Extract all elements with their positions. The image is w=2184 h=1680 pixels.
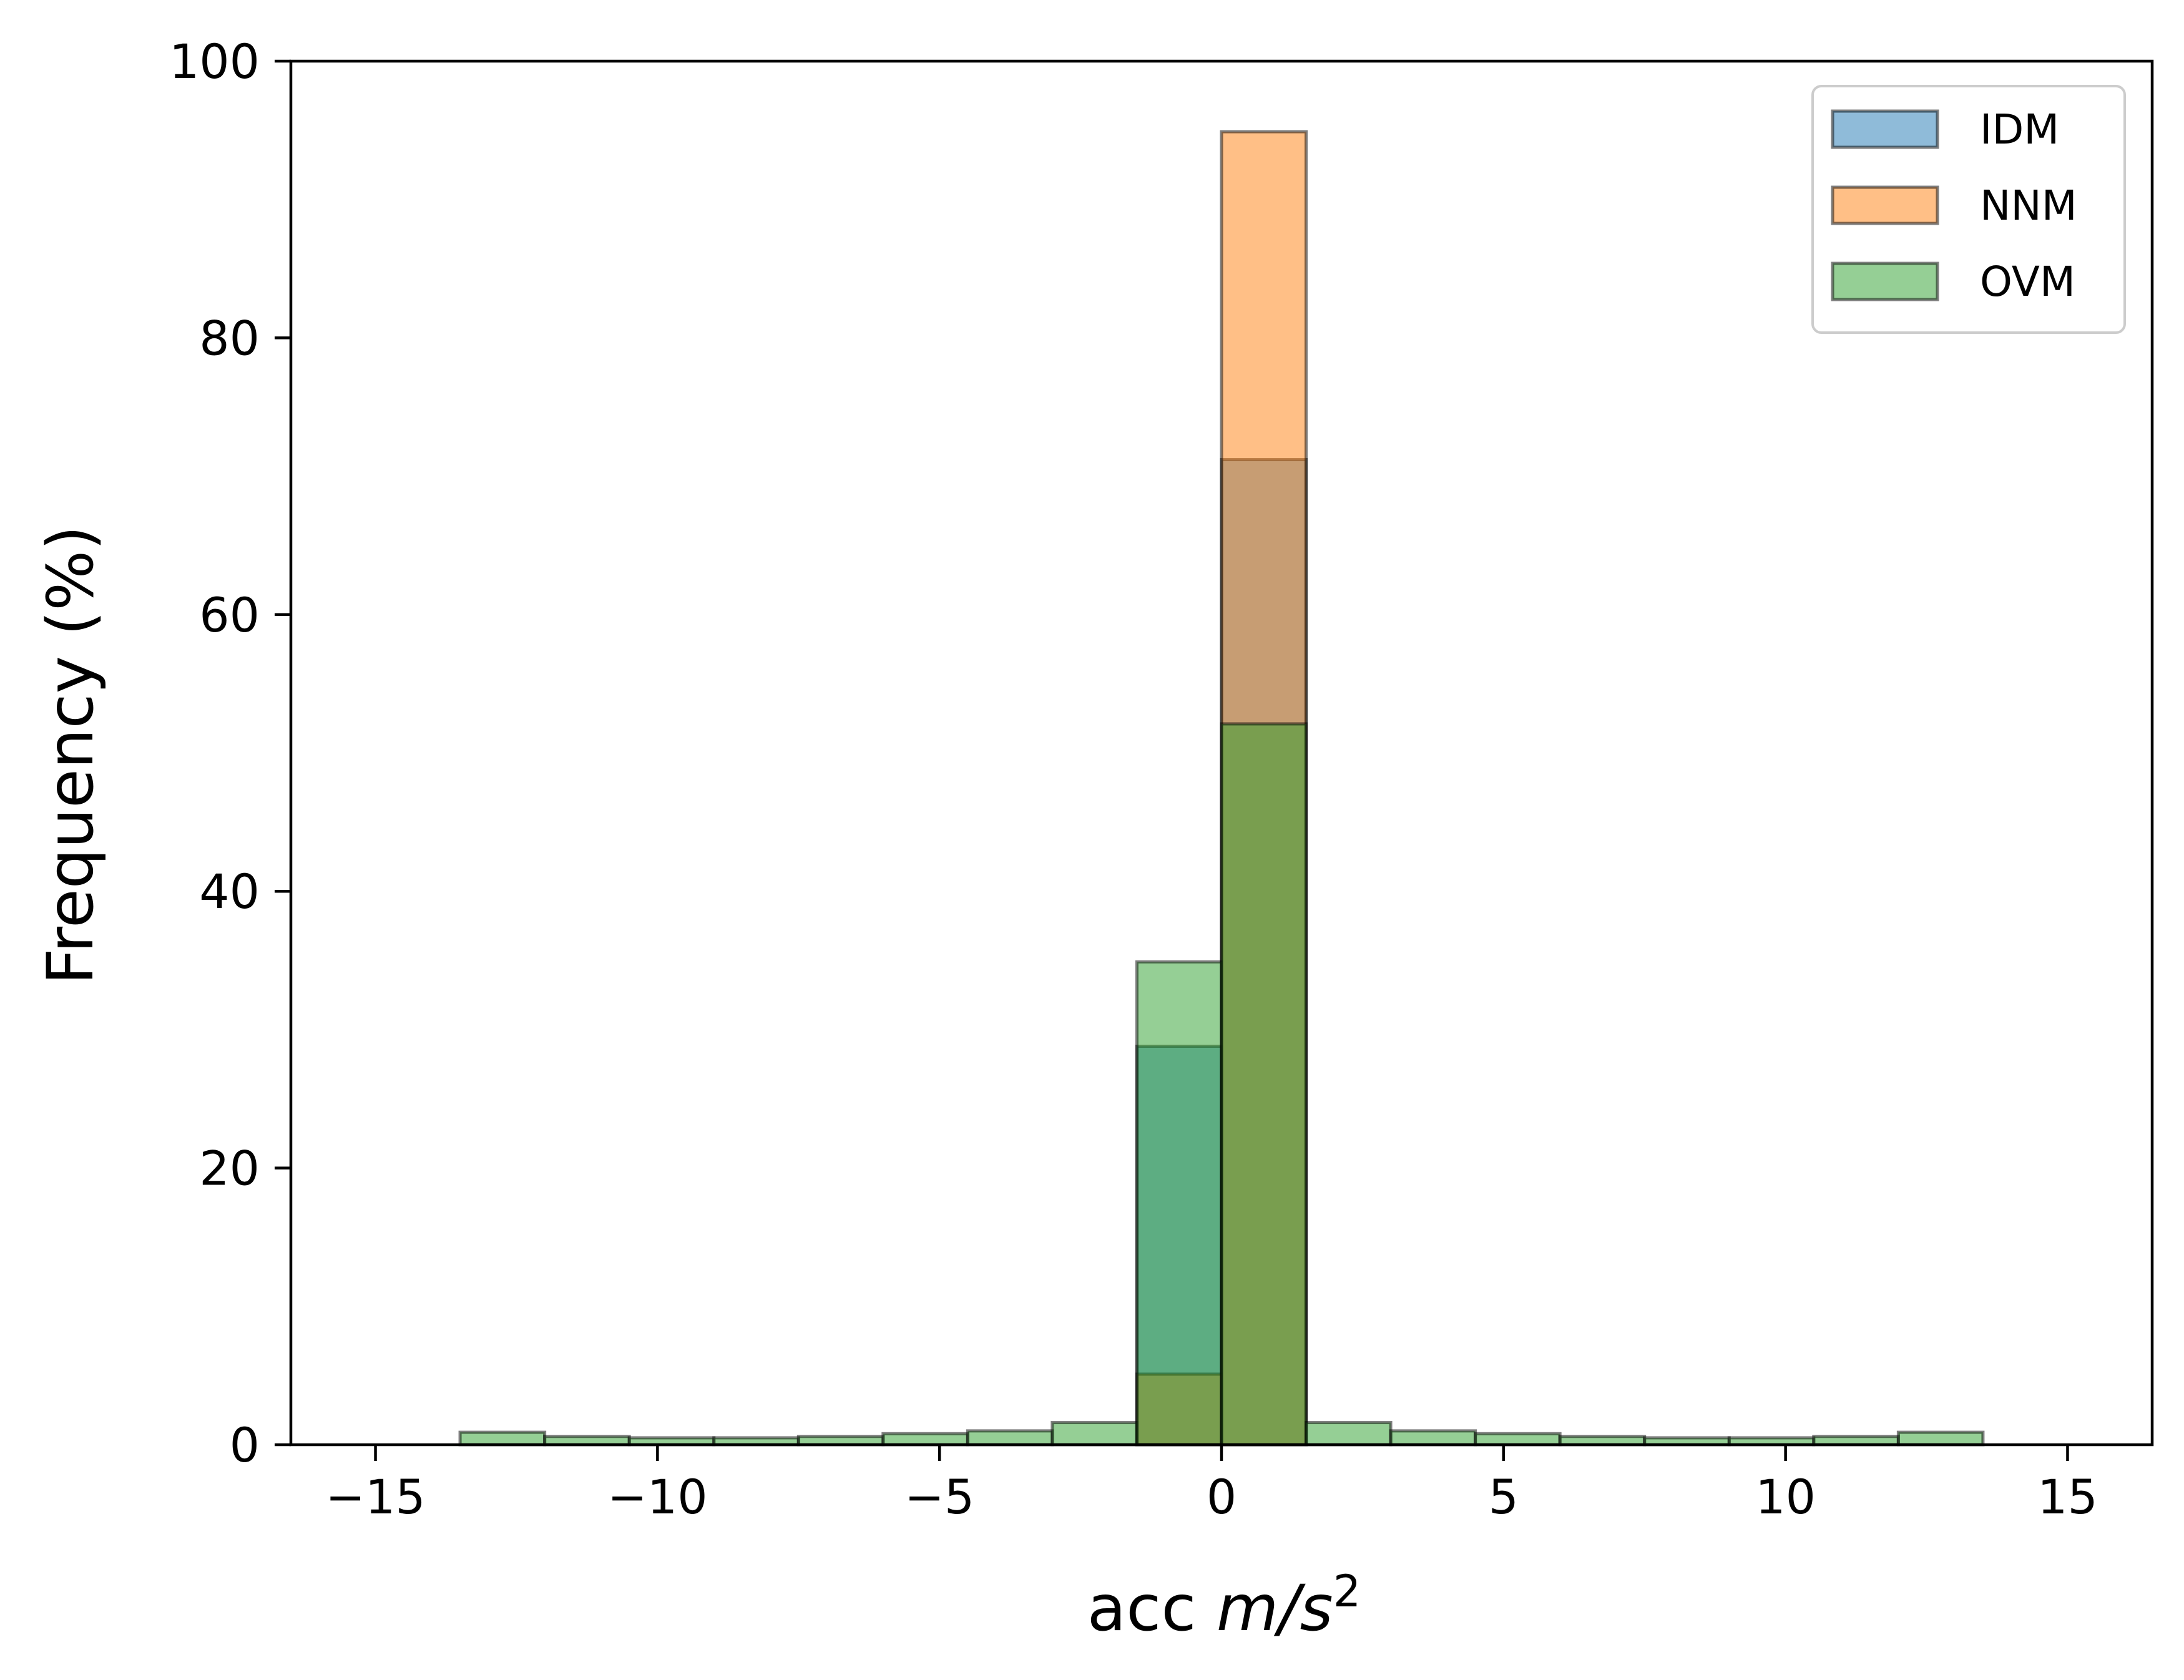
legend-label: NNM	[1980, 182, 2077, 230]
x-tick-label: 0	[1207, 1469, 1236, 1525]
x-tick-label: −10	[607, 1469, 707, 1525]
legend-swatch	[1831, 261, 1939, 301]
x-axis-label-exponent: 2	[1333, 1566, 1361, 1617]
legend-swatch	[1831, 109, 1939, 149]
legend-item-nnm: NNM	[1831, 182, 2077, 230]
bar-ovm-bin-8	[1050, 1421, 1139, 1447]
legend-label: OVM	[1980, 258, 2075, 306]
x-axis-label-unit: m/s	[1217, 1571, 1333, 1646]
y-tick-label: 20	[199, 1141, 260, 1196]
y-tick-label: 60	[199, 587, 260, 643]
bar-ovm-bin-6	[881, 1432, 969, 1447]
x-axis-ticks: −15 −10 −5 0 5 10 15	[325, 1445, 2098, 1525]
bar-ovm-bin-7	[966, 1429, 1054, 1447]
y-tick-label: 100	[169, 34, 260, 89]
x-axis-label: acc m/s2	[1087, 1566, 1361, 1646]
bar-ovm-bin-12	[1389, 1429, 1477, 1447]
y-tick-label: 40	[199, 864, 260, 919]
x-tick-label: 15	[2037, 1469, 2098, 1525]
bar-ovm-bin-18	[1896, 1430, 1985, 1447]
legend-label: IDM	[1980, 105, 2059, 154]
y-axis-ticks: 0 20 40 60 80 100	[169, 34, 291, 1473]
bar-ovm-bin-9	[1135, 960, 1223, 1447]
legend-item-ovm: OVM	[1831, 258, 2075, 306]
legend-swatch	[1831, 185, 1939, 225]
x-axis-label-plain: acc	[1087, 1571, 1217, 1646]
bar-ovm-bin-10	[1220, 722, 1308, 1447]
bar-ovm-bin-11	[1305, 1421, 1393, 1447]
x-tick-label: −15	[325, 1469, 425, 1525]
y-axis-label: Frequency (%)	[34, 525, 108, 985]
x-tick-label: −5	[904, 1469, 974, 1525]
bar-ovm-bin-13	[1474, 1432, 1562, 1447]
y-tick-label: 80	[199, 310, 260, 366]
series-ovm	[458, 722, 1985, 1447]
y-tick-label: 0	[230, 1417, 260, 1473]
legend-item-idm: IDM	[1831, 105, 2059, 154]
bars-layer	[458, 130, 1985, 1447]
x-tick-label: 5	[1489, 1469, 1519, 1525]
x-tick-label: 10	[1755, 1469, 1816, 1525]
legend: IDM NNM OVM	[1811, 85, 2126, 334]
bar-ovm-bin-1	[458, 1430, 547, 1447]
